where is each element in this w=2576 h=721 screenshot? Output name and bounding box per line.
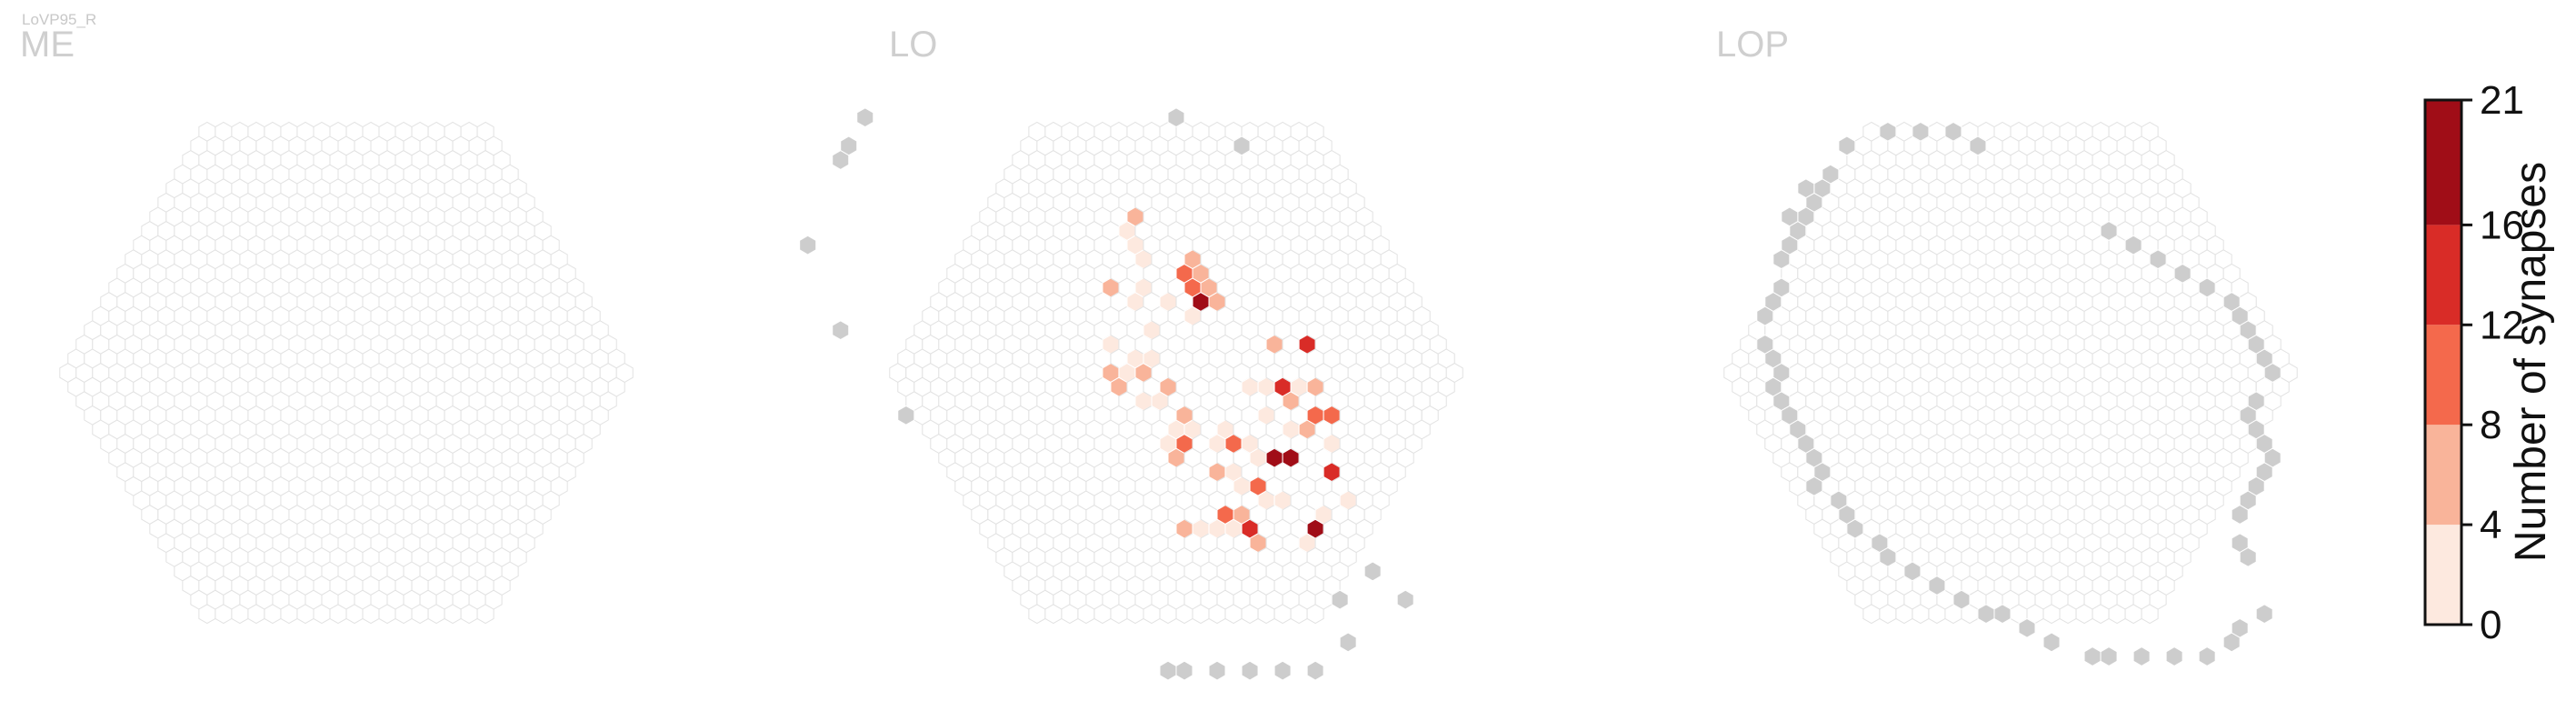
hex-cell-outside	[2149, 249, 2167, 270]
hex-cell-outside	[2042, 632, 2061, 653]
hex-cell-outside	[2239, 546, 2257, 567]
panel-lo: LO	[799, 25, 1463, 681]
colorbar-label: Number of synapses	[2507, 162, 2555, 562]
colorbar-frame	[2423, 98, 2463, 626]
colorbar-tick-label: 21	[2480, 78, 2524, 123]
hex-cell-outside	[2198, 646, 2216, 666]
hex-cell-outside	[1912, 121, 1930, 142]
colorbar-tick-label: 0	[2480, 603, 2501, 647]
hex-cell-outside	[1944, 121, 1962, 142]
colorbar-bin	[2425, 525, 2461, 625]
hex-cell-outside	[1903, 561, 1922, 582]
hex-grid-lo	[799, 107, 1463, 681]
hex-cell-outside	[1756, 305, 1774, 326]
hex-cell-outside	[1363, 561, 1382, 582]
hex-cell-outside	[1797, 178, 1815, 199]
hex-cell-outside	[1175, 660, 1193, 681]
hex-cell-outside	[1805, 476, 1823, 496]
colorbar-bin	[2425, 100, 2461, 225]
hex-cell-outside	[832, 320, 850, 341]
hex-cell-outside	[1838, 135, 1856, 156]
hex-cell-outside	[1772, 249, 1791, 270]
hex-cell-outside	[1928, 576, 1946, 596]
colorbar-tick-label: 16	[2480, 203, 2524, 247]
hex-cell-outside	[1273, 660, 1292, 681]
hex-cell-outside	[2124, 235, 2142, 255]
hex-cell-outside	[799, 235, 817, 255]
hex-cell-outside	[1306, 660, 1324, 681]
hex-cell-outside	[1339, 632, 1357, 653]
colorbar-bin	[2425, 325, 2461, 426]
hex-cell-outside	[2100, 221, 2118, 241]
panel-title-lo: LO	[889, 25, 937, 65]
hex-cell-outside	[2198, 277, 2216, 298]
hex-cell-outside	[1993, 604, 2012, 625]
hex-cell-outside	[2165, 646, 2183, 666]
hex-cell-outside	[1159, 660, 1177, 681]
hex-grid-me	[59, 121, 634, 625]
panel-title-me: ME	[20, 25, 75, 65]
hex-cell-outside	[2231, 617, 2249, 638]
panel-lop: LOP	[1716, 25, 2298, 666]
hex-cell-outside	[1233, 135, 1251, 156]
hex-cell-outside	[1208, 660, 1226, 681]
colorbar-ticks: 0 4 8 12 16 21	[2461, 78, 2524, 647]
hex-cell	[615, 363, 634, 383]
hex-cell-outside	[1879, 121, 1897, 142]
hex-cell-outside	[2173, 263, 2192, 284]
hex-cell-outside	[832, 150, 850, 170]
hex-cell-outside	[1781, 206, 1799, 227]
hex-cell-outside	[2100, 646, 2118, 666]
colorbar-bin	[2425, 225, 2461, 325]
colorbar-bin	[2425, 425, 2461, 526]
hex-cell-outside	[2231, 505, 2249, 525]
hex-cell	[2280, 363, 2298, 383]
cell-type-label: LoVP95_R	[22, 11, 96, 28]
hex-cell-outside	[2083, 646, 2102, 666]
panel-title-lop: LOP	[1716, 25, 1789, 65]
colorbar-tick-label: 4	[2480, 503, 2501, 547]
hex-cell	[1445, 363, 1463, 383]
hex-cell-outside	[2263, 363, 2281, 383]
hex-cell-outside	[1952, 589, 1971, 610]
colorbar-bins	[2425, 100, 2461, 625]
hex-cell-outside	[1846, 518, 1864, 539]
hex-cell-outside	[1977, 604, 1995, 625]
colorbar-tick-label: 8	[2480, 403, 2501, 447]
colorbar: 0 4 8 12 16 21 Number of synapses	[2423, 78, 2555, 647]
hex-cell-outside	[1396, 589, 1414, 610]
panel-me: ME	[20, 25, 634, 625]
hex-cell-outside	[2018, 617, 2036, 638]
hex-cell-outside	[1331, 589, 1349, 610]
hex-cell-outside	[1969, 135, 1987, 156]
hex-cell-outside	[1241, 660, 1259, 681]
hex-cell-outside	[856, 107, 874, 128]
hex-cell-outside	[2255, 604, 2273, 625]
hex-cell-outside	[1879, 546, 1897, 567]
hex-cell-outside	[2132, 646, 2151, 666]
hex-cell-outside	[1167, 107, 1185, 128]
hex-grid-lop	[1723, 121, 2298, 666]
colorbar-tick-label: 12	[2480, 303, 2524, 347]
hex-cell-outside	[897, 405, 915, 426]
